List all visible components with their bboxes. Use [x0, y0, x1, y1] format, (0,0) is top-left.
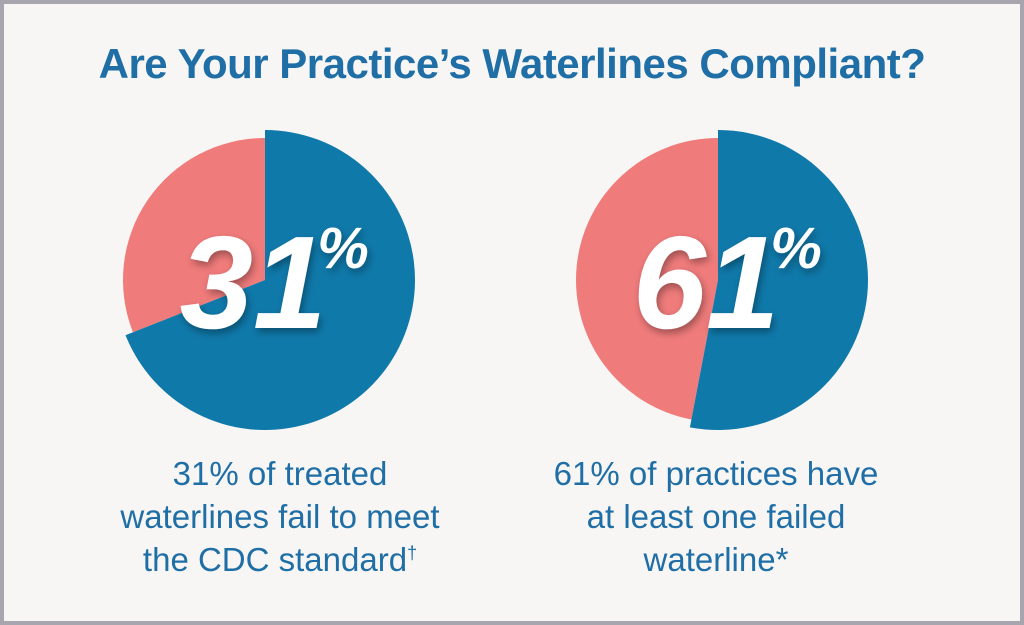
dagger-footnote-mark: †	[407, 543, 418, 563]
big-percent-number: 31	[180, 209, 327, 356]
pie-chart-2: 61%	[575, 130, 869, 430]
pie-slice-blue	[125, 130, 416, 430]
page-title: Are Your Practice’s Waterlines Compliant…	[98, 40, 926, 87]
caption-right: 61% of practices have at least one faile…	[526, 452, 906, 581]
pie-slice-pink	[575, 138, 718, 420]
pie-slice-blue	[689, 130, 869, 430]
caption-line-text: the CDC standard	[142, 541, 408, 578]
caption-line: 31% of treated	[172, 455, 388, 492]
caption-left: 31% of treated waterlines fail to meet t…	[90, 452, 470, 581]
pie-slice-pink	[123, 138, 265, 333]
caption-line: 61% of practices have	[553, 455, 879, 492]
big-percent-number: 61	[633, 209, 780, 356]
caption-line: the CDC standard†	[90, 538, 470, 581]
caption-line: at least one failed	[586, 498, 846, 535]
percent-sign: %	[317, 216, 369, 281]
caption-line: waterline*	[643, 541, 789, 578]
percent-sign: %	[770, 216, 822, 281]
pie-chart-1: 31%	[123, 130, 416, 430]
caption-line: waterlines fail to meet	[120, 498, 440, 535]
